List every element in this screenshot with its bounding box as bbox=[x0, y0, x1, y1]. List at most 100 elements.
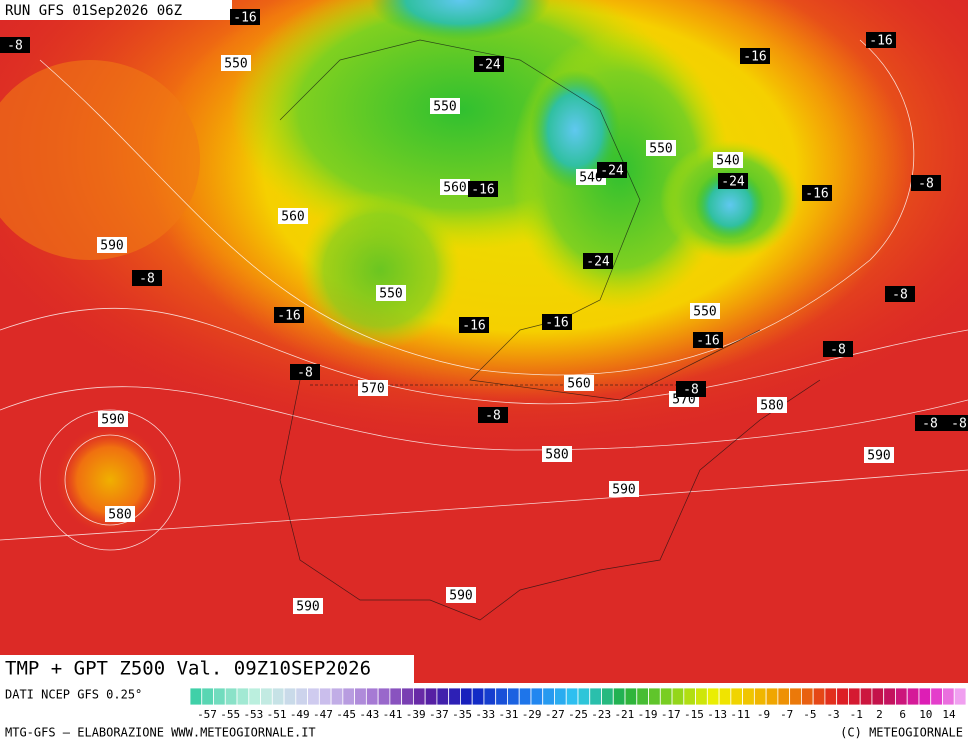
height-label: 590 bbox=[296, 600, 319, 615]
temp-label: -16 bbox=[471, 183, 494, 198]
temp-label-box bbox=[290, 364, 320, 380]
colorbar-swatch bbox=[918, 687, 932, 706]
temp-label: -24 bbox=[586, 255, 610, 270]
temp-label-box bbox=[885, 286, 915, 302]
temp-label: -8 bbox=[918, 177, 934, 192]
colorbar-tick-label: -15 bbox=[684, 708, 704, 721]
colorbar-swatch bbox=[224, 687, 238, 706]
temp-label-box bbox=[823, 341, 853, 357]
colorbar-swatch bbox=[518, 687, 532, 706]
height-label-box bbox=[690, 303, 720, 319]
colorbar-swatch bbox=[507, 687, 520, 706]
colorbar-tick-label: -23 bbox=[591, 708, 611, 721]
colorbar-tick-label: -29 bbox=[522, 708, 542, 721]
colorbar-swatch bbox=[812, 687, 826, 706]
colorbar-swatch bbox=[848, 687, 861, 706]
height-label: 590 bbox=[100, 239, 123, 254]
colorbar-tick-label: -53 bbox=[243, 708, 263, 721]
height-label-box bbox=[713, 152, 743, 168]
colorbar-swatch bbox=[542, 687, 555, 706]
colorbar-swatch bbox=[753, 687, 767, 706]
temp-label-box bbox=[274, 307, 304, 323]
temp-label: -16 bbox=[545, 316, 568, 331]
colorbar-swatch bbox=[589, 687, 602, 706]
temp-label: -16 bbox=[462, 319, 485, 334]
colorbar-swatch bbox=[448, 687, 461, 706]
run-box bbox=[0, 0, 232, 20]
colorbar-swatch bbox=[577, 687, 591, 706]
colorbar-swatch bbox=[495, 687, 508, 706]
temp-label: -8 bbox=[139, 272, 155, 287]
colorbar-swatch bbox=[601, 687, 614, 706]
temp-label: -24 bbox=[600, 164, 624, 179]
source-label: DATI NCEP GFS 0.25° bbox=[5, 688, 142, 702]
colorbar-swatch bbox=[718, 687, 732, 706]
height-label-box bbox=[430, 98, 460, 114]
temp-label: -8 bbox=[922, 417, 938, 432]
height-label-box bbox=[542, 446, 572, 462]
height-label: 540 bbox=[579, 171, 602, 186]
height-label: 580 bbox=[108, 508, 131, 523]
colorbar-swatch bbox=[800, 687, 814, 706]
colorbar-swatch bbox=[307, 687, 320, 706]
temp-label-box bbox=[718, 173, 748, 189]
height-label-box bbox=[646, 140, 676, 156]
colorbar-swatch bbox=[389, 687, 403, 706]
colorbar-swatch bbox=[213, 687, 226, 706]
temp-label-box bbox=[542, 314, 572, 330]
colorbar-tick-label: -33 bbox=[475, 708, 495, 721]
colorbar-swatch bbox=[295, 687, 308, 706]
colorbar-swatch bbox=[318, 687, 332, 706]
temp-label: -16 bbox=[869, 34, 892, 49]
colorbar-swatch bbox=[412, 687, 426, 706]
height-label-box bbox=[221, 55, 251, 71]
temp-label-box bbox=[802, 185, 832, 201]
height-label: 590 bbox=[612, 483, 635, 498]
colorbar-tick-label: -5 bbox=[803, 708, 816, 721]
temp-label: -24 bbox=[477, 58, 501, 73]
temp-label-box bbox=[866, 32, 896, 48]
temp-label: -24 bbox=[721, 175, 745, 190]
colorbar-tick-label: -19 bbox=[638, 708, 658, 721]
colorbar-swatch bbox=[260, 687, 273, 706]
colorbar-tick-label: -41 bbox=[383, 708, 403, 721]
title-box bbox=[0, 655, 414, 683]
height-label: 540 bbox=[716, 154, 739, 169]
height-label-box bbox=[376, 285, 406, 301]
colorbar-swatch bbox=[248, 687, 261, 706]
colorbar-tick-label: -9 bbox=[757, 708, 770, 721]
colorbar-swatch bbox=[342, 687, 356, 706]
colorbar-swatch bbox=[424, 687, 438, 706]
height-label: 590 bbox=[867, 449, 890, 464]
colorbar-tick-label: -27 bbox=[545, 708, 565, 721]
colorbar-tick-label: -43 bbox=[359, 708, 379, 721]
colorbar-swatch bbox=[624, 687, 638, 706]
temp-label-box bbox=[676, 381, 706, 397]
colorbar-tick-label: -55 bbox=[220, 708, 240, 721]
colorbar-swatch bbox=[895, 687, 908, 706]
colorbar-swatch bbox=[871, 687, 885, 706]
temp-label: -8 bbox=[951, 417, 967, 432]
colorbar-tick-label: -57 bbox=[197, 708, 217, 721]
temp-label-box bbox=[693, 332, 723, 348]
temp-label: -16 bbox=[233, 11, 256, 26]
colorbar-swatch bbox=[953, 687, 967, 706]
height-label-box bbox=[609, 481, 639, 497]
map-field bbox=[0, 0, 968, 683]
height-label: 560 bbox=[281, 210, 304, 225]
height-label: 550 bbox=[693, 305, 716, 320]
temp-label-box bbox=[911, 175, 941, 191]
height-label: 580 bbox=[760, 399, 783, 414]
colorbar-swatch bbox=[377, 687, 391, 706]
colorbar-swatch bbox=[671, 687, 685, 706]
colorbar-swatch bbox=[883, 687, 896, 706]
temp-label-box bbox=[478, 407, 508, 423]
height-label: 590 bbox=[101, 413, 124, 428]
footer-right: (C) METEOGIORNALE bbox=[840, 726, 963, 740]
temp-label-box bbox=[132, 270, 162, 286]
height-label: 560 bbox=[443, 181, 466, 196]
colorbar-swatch bbox=[283, 687, 297, 706]
colorbar-swatch bbox=[742, 687, 755, 706]
colorbar-swatch bbox=[189, 687, 203, 706]
